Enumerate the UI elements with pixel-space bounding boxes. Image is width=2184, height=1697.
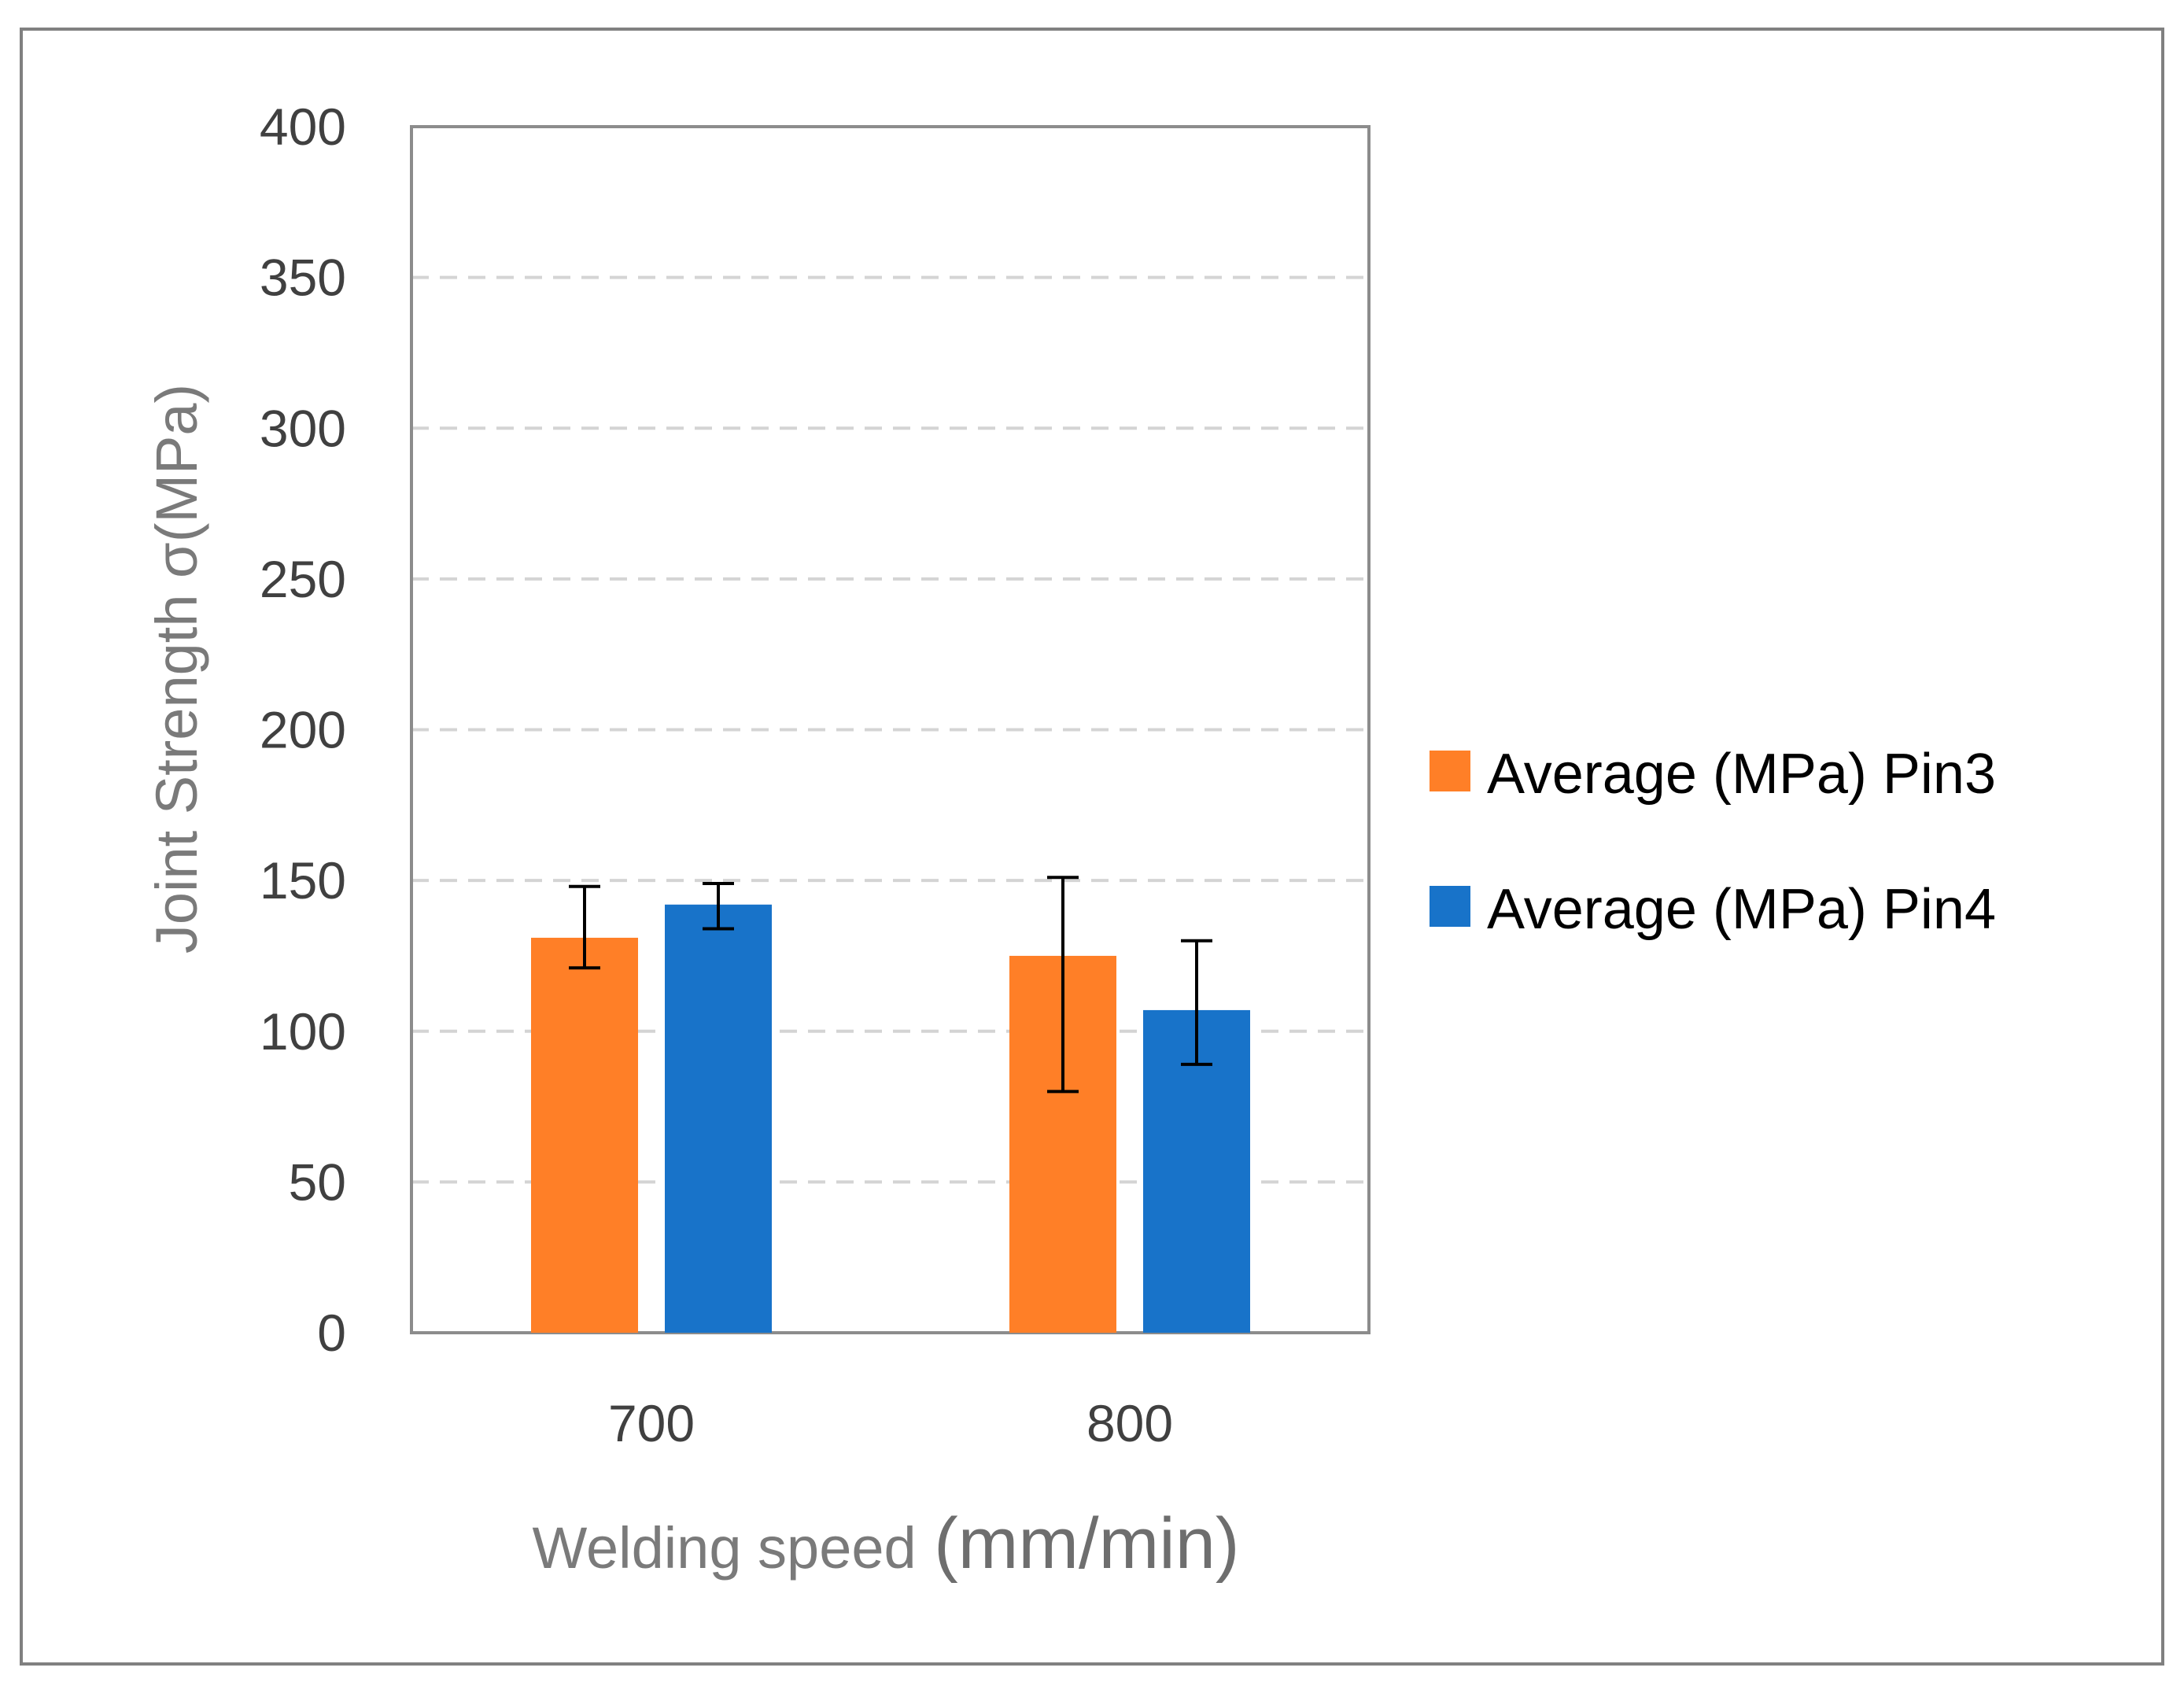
y-axis-title: Joint Strength σ(MPa) <box>144 384 209 954</box>
y-tick-label-350: 350 <box>260 249 346 307</box>
legend-label-series-2: Average (MPa) Pin4 <box>1487 878 1996 941</box>
error-bars <box>569 876 1212 1094</box>
y-tick-label-300: 300 <box>260 399 346 457</box>
x-tick-label-800: 800 <box>1086 1394 1173 1452</box>
plot-area-border <box>410 125 1371 1334</box>
x-axis-ticks: 700 800 <box>608 1394 1173 1452</box>
bar-700-series-2 <box>665 904 772 1333</box>
y-tick-label-150: 150 <box>260 851 346 909</box>
legend: Average (MPa) Pin3 Average (MPa) Pin4 <box>1430 743 1996 941</box>
bar-700-series-1 <box>531 937 638 1333</box>
x-axis-title-label: Welding speed <box>532 1515 916 1581</box>
y-tick-label-100: 100 <box>260 1002 346 1061</box>
y-tick-label-0: 0 <box>317 1304 346 1362</box>
y-axis-ticks: 0 50 100 150 200 250 300 350 400 <box>260 98 346 1362</box>
y-tick-label-250: 250 <box>260 550 346 608</box>
legend-swatch-series-2 <box>1430 886 1470 927</box>
outer-frame <box>20 28 2164 1666</box>
x-tick-label-700: 700 <box>608 1394 695 1452</box>
legend-label-series-1: Average (MPa) Pin3 <box>1487 743 1996 806</box>
x-axis-title-unit: (mm/min) <box>934 1503 1239 1584</box>
legend-swatch-series-1 <box>1430 751 1470 791</box>
x-axis-title: Welding speed (mm/min) <box>532 1503 1239 1584</box>
y-tick-label-400: 400 <box>260 98 346 156</box>
y-tick-label-50: 50 <box>289 1153 346 1211</box>
y-tick-label-200: 200 <box>260 701 346 759</box>
